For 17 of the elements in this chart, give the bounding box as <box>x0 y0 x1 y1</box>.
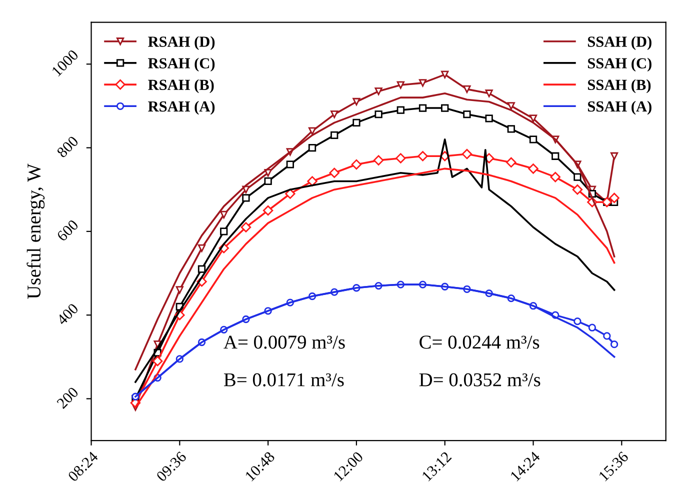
legend-label: SSAH (A) <box>588 100 652 115</box>
annotation: A= 0.0079 m³/s <box>224 336 345 349</box>
y-tick-label: 400 <box>56 302 79 326</box>
legend-label: SSAH (C) <box>588 58 652 72</box>
legend-label: RSAH (B) <box>148 79 214 94</box>
annotation: B= 0.0171 m³/s <box>224 373 344 386</box>
y-axis-title: Useful energy, W <box>26 164 45 299</box>
legend-label: SSAH (D) <box>588 36 652 50</box>
y-tick-label: 600 <box>56 219 79 242</box>
legend-label: RSAH (C) <box>148 58 215 72</box>
annotation: D= 0.0352 m³/s <box>419 373 540 386</box>
y-tick-label: 800 <box>56 135 79 158</box>
legend-label: RSAH (A) <box>148 100 215 115</box>
legend-label: RSAH (D) <box>148 36 215 50</box>
y-tick-label: 200 <box>56 386 79 410</box>
annotation: C= 0.0244 m³/s <box>420 336 540 349</box>
legend-label: SSAH (B) <box>588 79 651 94</box>
